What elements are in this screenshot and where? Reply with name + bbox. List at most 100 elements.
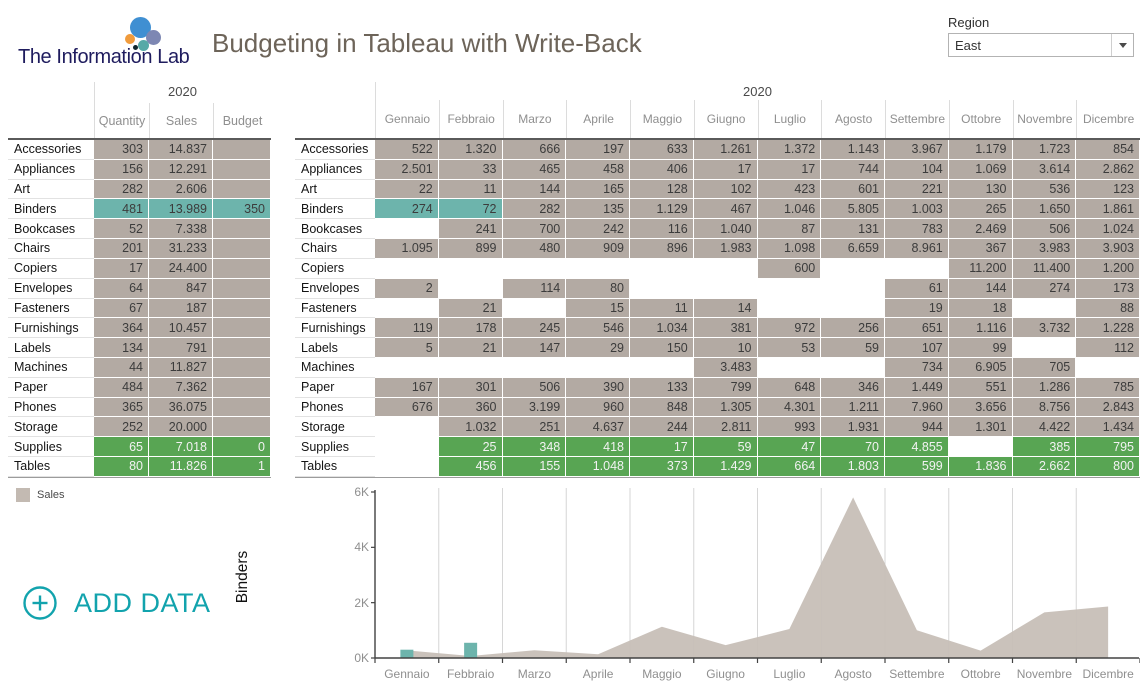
table-cell[interactable]: 11.200 bbox=[948, 258, 1013, 279]
table-cell[interactable] bbox=[213, 338, 271, 358]
table-cell[interactable]: 1.301 bbox=[948, 417, 1013, 438]
table-cell[interactable] bbox=[821, 278, 885, 299]
table-cell[interactable]: 1.861 bbox=[1076, 199, 1140, 220]
table-cell[interactable]: 385 bbox=[1012, 437, 1077, 457]
table-cell[interactable]: 2 bbox=[375, 278, 439, 299]
table-cell[interactable]: 3.983 bbox=[1012, 239, 1077, 259]
left-table-header-sales[interactable]: Sales bbox=[149, 103, 213, 138]
table-cell[interactable]: 1.143 bbox=[821, 140, 885, 160]
table-cell[interactable]: 848 bbox=[630, 397, 694, 418]
table-cell[interactable] bbox=[502, 258, 567, 279]
month-header-agosto[interactable]: Agosto bbox=[821, 100, 885, 138]
table-cell[interactable]: 1.372 bbox=[757, 140, 822, 160]
table-cell[interactable]: 112 bbox=[1076, 338, 1140, 358]
table-cell[interactable] bbox=[1076, 357, 1140, 378]
table-cell[interactable]: 131 bbox=[821, 219, 885, 240]
table-cell[interactable]: 130 bbox=[948, 179, 1013, 200]
month-header-giugno[interactable]: Giugno bbox=[693, 100, 758, 138]
row-label[interactable]: Phones bbox=[8, 397, 94, 418]
table-cell[interactable]: 406 bbox=[630, 159, 694, 180]
table-cell[interactable]: 350 bbox=[213, 199, 271, 220]
table-cell[interactable]: 1.095 bbox=[375, 239, 439, 259]
table-cell[interactable]: 7.338 bbox=[149, 219, 213, 240]
add-data-button[interactable]: ADD DATA bbox=[22, 585, 211, 621]
table-cell[interactable]: 4.422 bbox=[1012, 417, 1077, 438]
table-cell[interactable]: 17 bbox=[630, 437, 694, 457]
table-cell[interactable]: 8.961 bbox=[885, 239, 949, 259]
left-table-header-budget[interactable]: Budget bbox=[213, 103, 271, 138]
row-label[interactable]: Binders bbox=[295, 199, 375, 220]
table-cell[interactable]: 799 bbox=[693, 377, 758, 398]
table-cell[interactable]: 346 bbox=[821, 377, 885, 398]
table-cell[interactable]: 648 bbox=[757, 377, 822, 398]
table-cell[interactable]: 33 bbox=[438, 159, 503, 180]
table-cell[interactable] bbox=[213, 258, 271, 279]
table-cell[interactable] bbox=[502, 298, 567, 319]
table-cell[interactable]: 601 bbox=[821, 179, 885, 200]
table-cell[interactable]: 187 bbox=[149, 298, 213, 319]
table-cell[interactable]: 7.960 bbox=[885, 397, 949, 418]
table-cell[interactable]: 899 bbox=[438, 239, 503, 259]
table-cell[interactable]: 21 bbox=[438, 298, 503, 319]
month-header-aprile[interactable]: Aprile bbox=[566, 100, 630, 138]
table-cell[interactable]: 17 bbox=[94, 258, 149, 279]
table-cell[interactable]: 156 bbox=[94, 159, 149, 180]
table-cell[interactable]: 1.228 bbox=[1076, 318, 1140, 339]
table-cell[interactable]: 1.069 bbox=[948, 159, 1013, 180]
table-cell[interactable]: 551 bbox=[948, 377, 1013, 398]
table-cell[interactable]: 480 bbox=[502, 239, 567, 259]
table-cell[interactable]: 458 bbox=[566, 159, 630, 180]
table-cell[interactable]: 29 bbox=[566, 338, 630, 358]
table-cell[interactable]: 1.116 bbox=[948, 318, 1013, 339]
row-label[interactable]: Envelopes bbox=[8, 278, 94, 299]
table-cell[interactable]: 114 bbox=[502, 278, 567, 299]
table-cell[interactable]: 0 bbox=[213, 437, 271, 457]
row-label[interactable]: Fasteners bbox=[8, 298, 94, 319]
table-cell[interactable]: 800 bbox=[1076, 457, 1140, 477]
table-cell[interactable]: 1.931 bbox=[821, 417, 885, 438]
region-dropdown-caret-button[interactable] bbox=[1111, 34, 1133, 56]
table-cell[interactable]: 3.614 bbox=[1012, 159, 1077, 180]
table-cell[interactable] bbox=[693, 258, 758, 279]
row-label[interactable]: Furnishings bbox=[8, 318, 94, 339]
table-cell[interactable]: 348 bbox=[502, 437, 567, 457]
table-cell[interactable] bbox=[213, 179, 271, 200]
table-cell[interactable] bbox=[375, 258, 439, 279]
month-header-dicembre[interactable]: Dicembre bbox=[1076, 100, 1140, 138]
bar-mark[interactable] bbox=[400, 649, 414, 658]
row-label[interactable]: Machines bbox=[8, 357, 94, 378]
table-cell[interactable]: 6.659 bbox=[821, 239, 885, 259]
table-cell[interactable]: 465 bbox=[502, 159, 567, 180]
table-cell[interactable]: 13.989 bbox=[149, 199, 213, 220]
row-label[interactable]: Furnishings bbox=[295, 318, 375, 339]
table-cell[interactable] bbox=[438, 357, 503, 378]
month-header-luglio[interactable]: Luglio bbox=[757, 100, 822, 138]
table-cell[interactable]: 744 bbox=[821, 159, 885, 180]
table-cell[interactable]: 1.650 bbox=[1012, 199, 1077, 220]
table-cell[interactable]: 2.811 bbox=[693, 417, 758, 438]
row-label[interactable]: Binders bbox=[8, 199, 94, 220]
table-cell[interactable]: 1.040 bbox=[693, 219, 758, 240]
row-label[interactable]: Tables bbox=[8, 457, 94, 477]
row-label[interactable]: Labels bbox=[295, 338, 375, 358]
table-cell[interactable] bbox=[502, 357, 567, 378]
table-cell[interactable]: 4.855 bbox=[885, 437, 949, 457]
table-cell[interactable]: 178 bbox=[438, 318, 503, 339]
table-cell[interactable] bbox=[213, 140, 271, 160]
table-cell[interactable] bbox=[438, 278, 503, 299]
table-cell[interactable]: 972 bbox=[757, 318, 822, 339]
table-cell[interactable]: 1.129 bbox=[630, 199, 694, 220]
table-cell[interactable] bbox=[213, 377, 271, 398]
table-cell[interactable]: 11 bbox=[438, 179, 503, 200]
table-cell[interactable] bbox=[1012, 338, 1077, 358]
row-label[interactable]: Envelopes bbox=[295, 278, 375, 299]
table-cell[interactable]: 418 bbox=[566, 437, 630, 457]
table-cell[interactable]: 144 bbox=[948, 278, 1013, 299]
table-cell[interactable]: 2.606 bbox=[149, 179, 213, 200]
row-label[interactable]: Copiers bbox=[295, 258, 375, 279]
table-cell[interactable]: 373 bbox=[630, 457, 694, 477]
table-cell[interactable]: 2.501 bbox=[375, 159, 439, 180]
row-label[interactable]: Appliances bbox=[295, 159, 375, 180]
table-cell[interactable]: 15 bbox=[566, 298, 630, 319]
table-cell[interactable] bbox=[821, 357, 885, 378]
